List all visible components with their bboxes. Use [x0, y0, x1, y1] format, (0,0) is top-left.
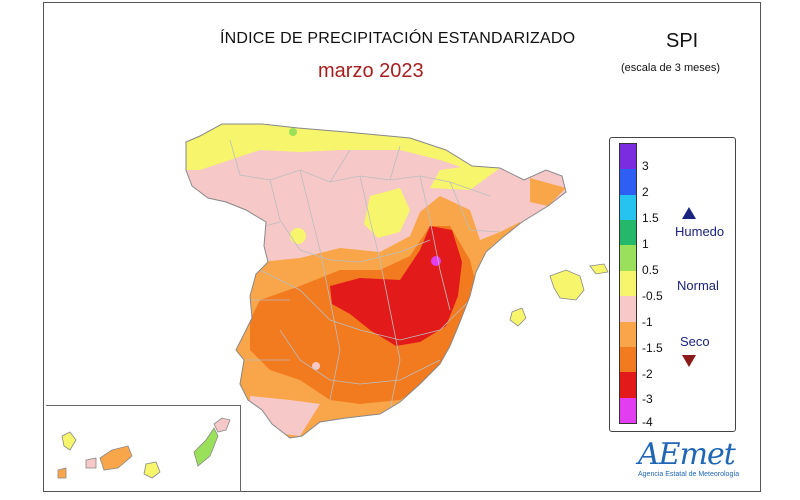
legend-tick-minus-1: -1 [642, 315, 653, 329]
colorbar-segment [620, 397, 636, 424]
zone-normal-spot [312, 362, 320, 370]
legend-tick-minus-1-5: -1.5 [642, 341, 663, 355]
legend-tick-minus-3: -3 [642, 392, 653, 406]
island-la-palma [61, 431, 77, 451]
colorbar-segment [620, 296, 636, 323]
zone-dry-catalonia [530, 178, 566, 206]
island-la-gomera [85, 457, 97, 469]
island-el-hierro [57, 467, 67, 479]
colorbar-segment [620, 372, 636, 399]
aemet-logo-subtitle: Agencia Estatal de Meteorología [638, 471, 740, 478]
colorbar-segment [620, 346, 636, 373]
island-ibiza [509, 307, 527, 327]
legend-tick-1: 1 [642, 237, 649, 251]
zone-wet-patch [289, 128, 297, 136]
island-fuerteventura [193, 427, 219, 467]
zone-normal-patch [290, 228, 306, 244]
island-tenerife [99, 445, 133, 471]
mainland-outline [185, 123, 567, 439]
index-name: SPI [666, 30, 699, 52]
zone-extremely-dry [330, 226, 462, 346]
legend-category-wet: Humedo [675, 224, 725, 239]
island-mallorca [549, 269, 585, 301]
zone-normal-northeast [430, 166, 500, 190]
legend-tick-2: 2 [642, 185, 649, 199]
colorbar-segment [620, 270, 636, 297]
province-borders [229, 139, 501, 411]
zone-record-dry [431, 256, 441, 266]
canary-inset-frame [46, 405, 241, 492]
map-period: marzo 2023 [318, 60, 424, 82]
legend-tick-minus-2: -2 [642, 367, 653, 381]
mainland-spain [186, 124, 566, 438]
map-title: ÍNDICE DE PRECIPITACIÓN ESTANDARIZADO [220, 30, 576, 47]
colorbar-segment [620, 169, 636, 196]
zone-normal-central [364, 188, 410, 238]
legend-tick-minus-0-5: -0.5 [642, 289, 663, 303]
index-scale-note: (escala de 3 meses) [621, 62, 721, 74]
island-gran-canaria [143, 461, 161, 479]
legend-tick-1-5: 1.5 [642, 211, 659, 225]
legend-tick-0-5: 0.5 [642, 263, 659, 277]
wet-triangle-icon [682, 207, 696, 219]
dry-triangle-icon [682, 355, 696, 367]
colorbar-segment [620, 321, 636, 348]
aemet-logo-wordmark: AEmet [638, 437, 736, 472]
legend-category-dry: Seco [680, 334, 710, 349]
island-lanzarote [213, 417, 231, 433]
legend-tick-3: 3 [642, 159, 649, 173]
colorbar-segment [620, 144, 636, 170]
colorbar-segment [620, 220, 636, 246]
canary-islands [57, 417, 231, 479]
island-menorca [589, 263, 609, 275]
legend-tick-minus-4: -4 [642, 415, 653, 429]
balearic-islands [509, 263, 609, 327]
colorbar-segment [620, 245, 636, 272]
aemet-logo: AEmet Agencia Estatal de Meteorología [620, 437, 750, 487]
legend-colorbar [619, 143, 637, 424]
colorbar-segment [620, 194, 636, 221]
legend-category-normal: Normal [677, 278, 719, 293]
